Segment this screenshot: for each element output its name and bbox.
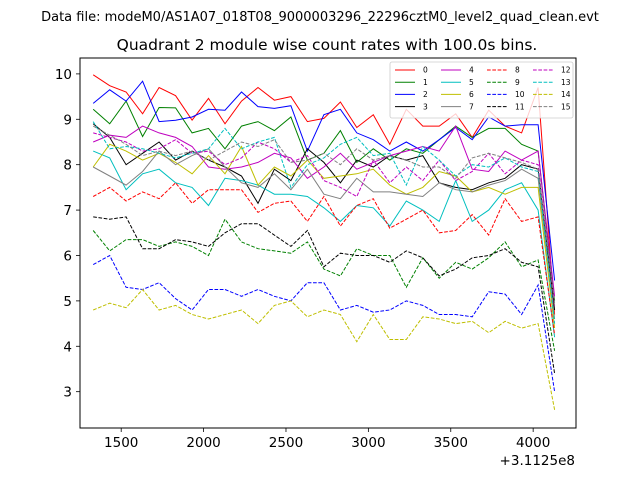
legend-label-6: 6 <box>469 90 474 99</box>
legend-label-5: 5 <box>469 78 474 87</box>
x-tick-label: 3500 <box>434 435 468 451</box>
legend-box <box>389 61 574 119</box>
y-tick-label: 4 <box>63 339 72 355</box>
y-tick-label: 5 <box>63 294 72 310</box>
x-tick-label: 2500 <box>269 435 303 451</box>
legend-label-7: 7 <box>469 102 474 111</box>
series-line-15 <box>92 125 556 304</box>
legend-label-0: 0 <box>423 66 428 75</box>
x-tick-label: 3000 <box>351 435 385 451</box>
y-axis: 3 4 5 6 7 8 9 10 <box>55 67 80 401</box>
series-line-9 <box>92 218 556 351</box>
y-tick-label: 8 <box>63 158 72 174</box>
y-tick-label: 7 <box>63 203 72 219</box>
series-line-6 <box>92 143 556 329</box>
x-tick-label: 1500 <box>104 435 138 451</box>
series-line-11 <box>93 216 556 374</box>
legend-label-11: 11 <box>515 102 525 111</box>
legend-label-9: 9 <box>515 78 520 87</box>
x-axis-offset-label: +3.1125e8 <box>500 453 575 469</box>
legend-label-14: 14 <box>561 90 571 99</box>
plot-area <box>92 74 556 410</box>
series-line-14 <box>93 288 556 410</box>
legend-label-10: 10 <box>515 90 525 99</box>
axes-frame <box>79 57 577 429</box>
legend-label-2: 2 <box>423 90 428 99</box>
legend-label-13: 13 <box>561 78 571 87</box>
legend-label-4: 4 <box>469 66 474 75</box>
x-axis: 1500 2000 2500 3000 3500 4000 <box>104 428 550 451</box>
y-tick-label: 10 <box>55 67 72 83</box>
legend-label-15: 15 <box>561 102 571 111</box>
chart-title: Quadrant 2 module wise count rates with … <box>117 36 538 54</box>
legend-label-8: 8 <box>515 66 520 75</box>
y-tick-label: 3 <box>63 385 72 401</box>
series-line-4 <box>93 125 556 297</box>
y-tick-label: 6 <box>63 248 72 264</box>
y-tick-label: 9 <box>63 112 72 128</box>
legend-label-3: 3 <box>423 102 428 111</box>
legend-label-12: 12 <box>561 66 571 75</box>
series-line-8 <box>92 182 556 335</box>
series-line-13 <box>92 121 556 324</box>
series-line-10 <box>92 254 556 392</box>
series-line-5 <box>93 150 556 338</box>
x-tick-label: 2000 <box>186 435 220 451</box>
series-line-0 <box>92 74 556 315</box>
x-tick-label: 4000 <box>516 435 550 451</box>
legend-label-1: 1 <box>423 78 428 87</box>
figure-suptitle: Data file: modeM0/AS1A07_018T08_90000032… <box>41 10 599 25</box>
series-line-7 <box>92 148 556 320</box>
series-line-2 <box>92 80 556 281</box>
